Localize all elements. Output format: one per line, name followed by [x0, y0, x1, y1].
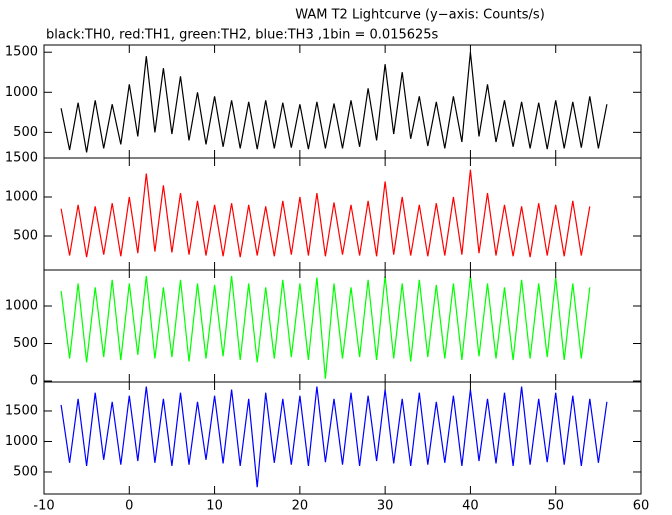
lightcurve	[60, 169, 591, 258]
panel-frame	[43, 381, 642, 495]
y-tick-label: 1000	[5, 299, 38, 314]
chart-title: WAM T2 Lightcurve (y−axis: Counts/s)	[295, 8, 545, 23]
x-tick-label: 10	[206, 499, 223, 514]
y-tick-label: 500	[13, 464, 38, 479]
panel-frame	[43, 269, 642, 383]
y-tick-label: 500	[13, 228, 38, 243]
y-tick-label: 1500	[5, 45, 38, 60]
panel-frame	[43, 44, 642, 159]
y-tick-label: 500	[13, 125, 38, 140]
y-tick-label: 1000	[5, 434, 38, 449]
y-tick-label: 1500	[5, 151, 38, 166]
x-tick-label: 30	[377, 499, 394, 514]
x-tick-label: 40	[462, 499, 479, 514]
x-tick-label: 60	[633, 499, 650, 514]
chart-subtitle: black:TH0, red:TH1, green:TH2, blue:TH3 …	[46, 28, 439, 43]
x-tick-label: 50	[547, 499, 564, 514]
y-tick-label: 0	[30, 374, 38, 389]
lightcurve	[60, 52, 608, 153]
y-tick-label: 1500	[5, 403, 38, 418]
x-tick-label: 0	[125, 499, 133, 514]
lightcurve	[60, 386, 608, 488]
y-tick-label: 1000	[5, 189, 38, 204]
y-tick-label: 500	[13, 336, 38, 351]
x-tick-label: 20	[292, 499, 309, 514]
y-tick-label: 1000	[5, 85, 38, 100]
lightcurve	[60, 275, 591, 379]
x-tick-label: -10	[33, 499, 54, 514]
